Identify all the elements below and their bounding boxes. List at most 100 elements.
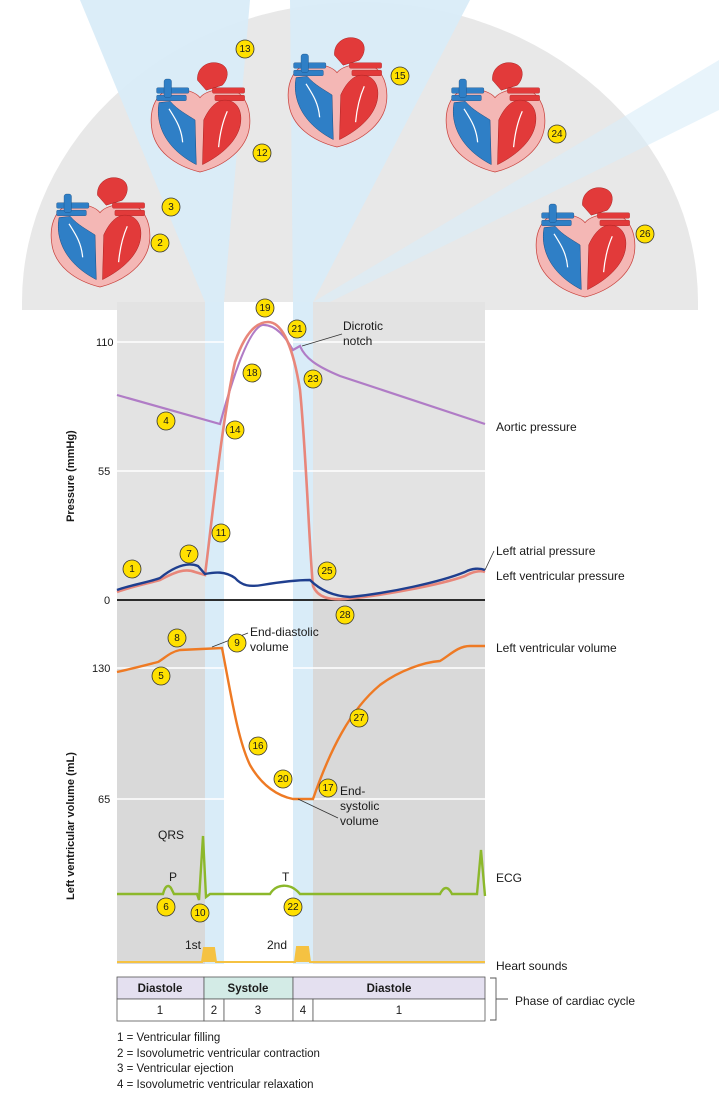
phase-cell-2: 2 bbox=[211, 1005, 217, 1017]
marker-circle-24 bbox=[547, 124, 567, 144]
tick-55: 55 bbox=[98, 466, 110, 478]
volume-axis-title: Left ventricular volume (mL) bbox=[65, 752, 77, 900]
phase-cell-3: 3 bbox=[255, 1005, 261, 1017]
marker-circle-5 bbox=[151, 666, 171, 686]
end-diastolic-label-2: volume bbox=[250, 640, 289, 654]
marker-circle-10 bbox=[190, 903, 210, 923]
marker-circle-25 bbox=[317, 561, 337, 581]
legend-item-2: 2 = Isovolumetric ventricular contractio… bbox=[117, 1047, 320, 1060]
marker-number-5: 5 bbox=[158, 671, 164, 682]
marker-circle-23 bbox=[303, 369, 323, 389]
first-heart-sound-label: 1st bbox=[185, 938, 202, 952]
marker-number-12: 12 bbox=[256, 148, 268, 159]
marker-number-22: 22 bbox=[287, 902, 299, 913]
marker-circle-16 bbox=[248, 736, 268, 756]
marker-circle-17 bbox=[318, 778, 338, 798]
legend-item-4: 4 = Isovolumetric ventricular relaxation bbox=[117, 1078, 314, 1091]
t-wave-label: T bbox=[282, 870, 290, 884]
marker-circle-3 bbox=[161, 197, 181, 217]
heart-sounds-trace bbox=[117, 946, 485, 963]
marker-circle-2 bbox=[150, 233, 170, 253]
marker-number-18: 18 bbox=[246, 368, 258, 379]
aortic-pressure-trace bbox=[116, 323, 486, 426]
marker-circle-19 bbox=[255, 298, 275, 318]
marker-number-2: 2 bbox=[157, 238, 163, 249]
tick-130: 130 bbox=[92, 663, 110, 675]
marker-circle-20 bbox=[273, 769, 293, 789]
marker-circle-11 bbox=[211, 523, 231, 543]
marker-number-16: 16 bbox=[252, 741, 264, 752]
marker-circle-7 bbox=[179, 544, 199, 564]
phase-cell-1a: 1 bbox=[157, 1005, 163, 1017]
second-heart-sound-label: 2nd bbox=[267, 938, 287, 952]
left-ventricular-pressure-label: Left ventricular pressure bbox=[496, 569, 625, 583]
qrs-label: QRS bbox=[158, 828, 184, 842]
end-systolic-label-1: End- bbox=[340, 784, 365, 798]
end-diastolic-label-1: End-diastolic bbox=[250, 625, 319, 639]
marker-circle-27 bbox=[349, 708, 369, 728]
marker-number-10: 10 bbox=[194, 908, 206, 919]
dicrotic-notch-label-2: notch bbox=[343, 334, 372, 348]
marker-circle-13 bbox=[235, 39, 255, 59]
left-atrial-pressure-label: Left atrial pressure bbox=[496, 544, 596, 558]
marker-number-1: 1 bbox=[129, 564, 135, 575]
phase-of-cycle-label: Phase of cardiac cycle bbox=[515, 994, 635, 1008]
marker-number-20: 20 bbox=[277, 774, 289, 785]
left-ventricular-volume-label: Left ventricular volume bbox=[496, 641, 617, 655]
marker-number-28: 28 bbox=[339, 610, 351, 621]
marker-circle-8 bbox=[167, 628, 187, 648]
marker-number-6: 6 bbox=[163, 902, 169, 913]
marker-circle-22 bbox=[283, 897, 303, 917]
marker-number-13: 13 bbox=[239, 44, 251, 55]
marker-circle-1 bbox=[122, 559, 142, 579]
marker-circle-21 bbox=[287, 319, 307, 339]
marker-number-15: 15 bbox=[394, 71, 406, 82]
marker-number-26: 26 bbox=[639, 229, 651, 240]
marker-number-8: 8 bbox=[174, 633, 180, 644]
marker-circle-12 bbox=[252, 143, 272, 163]
phase-cell-4: 4 bbox=[300, 1005, 307, 1017]
marker-circle-6 bbox=[156, 897, 176, 917]
tick-65: 65 bbox=[98, 794, 110, 806]
end-systolic-label-2: systolic bbox=[340, 799, 379, 813]
phase-header-diastole-2: Diastole bbox=[367, 983, 412, 995]
marker-number-17: 17 bbox=[322, 783, 334, 794]
p-wave-label: P bbox=[169, 870, 177, 884]
marker-number-21: 21 bbox=[291, 324, 303, 335]
marker-circle-14 bbox=[225, 420, 245, 440]
phase-cell-1b: 1 bbox=[396, 1005, 402, 1017]
ecg-trace bbox=[117, 835, 487, 901]
end-systolic-label-3: volume bbox=[340, 814, 379, 828]
marker-circle-4 bbox=[156, 411, 176, 431]
marker-number-11: 11 bbox=[216, 528, 227, 539]
legend-item-1: 1 = Ventricular filling bbox=[117, 1032, 221, 1044]
dicrotic-notch-label-1: Dicrotic bbox=[343, 319, 383, 333]
marker-number-14: 14 bbox=[229, 425, 241, 436]
ecg-label: ECG bbox=[496, 871, 522, 885]
marker-number-9: 9 bbox=[234, 638, 240, 649]
left-ventricular-volume-trace bbox=[116, 644, 485, 801]
left-ventricular-pressure-trace bbox=[116, 320, 486, 601]
left-atrial-pressure-trace bbox=[116, 563, 486, 599]
marker-number-24: 24 bbox=[551, 129, 563, 140]
phase-table: Diastole Systole Diastole 1 2 3 4 1 bbox=[116, 976, 508, 1022]
marker-circle-9 bbox=[227, 633, 247, 653]
marker-number-3: 3 bbox=[168, 202, 174, 213]
phase-legend: 1 = Ventricular filling 2 = Isovolumetri… bbox=[117, 1031, 320, 1093]
heart-sounds-label: Heart sounds bbox=[496, 959, 567, 973]
pressure-axis-title: Pressure (mmHg) bbox=[65, 430, 77, 522]
marker-number-19: 19 bbox=[259, 303, 271, 314]
phase-header-systole: Systole bbox=[228, 983, 269, 995]
marker-number-7: 7 bbox=[186, 549, 192, 560]
legend-item-3: 3 = Ventricular ejection bbox=[117, 1063, 234, 1075]
marker-number-25: 25 bbox=[321, 566, 333, 577]
tick-0: 0 bbox=[104, 595, 110, 607]
marker-number-27: 27 bbox=[353, 713, 365, 724]
phase-header-diastole-1: Diastole bbox=[138, 983, 183, 995]
marker-circle-15 bbox=[390, 66, 410, 86]
marker-circle-28 bbox=[335, 605, 355, 625]
tick-110: 110 bbox=[96, 337, 114, 349]
marker-circle-18 bbox=[242, 363, 262, 383]
